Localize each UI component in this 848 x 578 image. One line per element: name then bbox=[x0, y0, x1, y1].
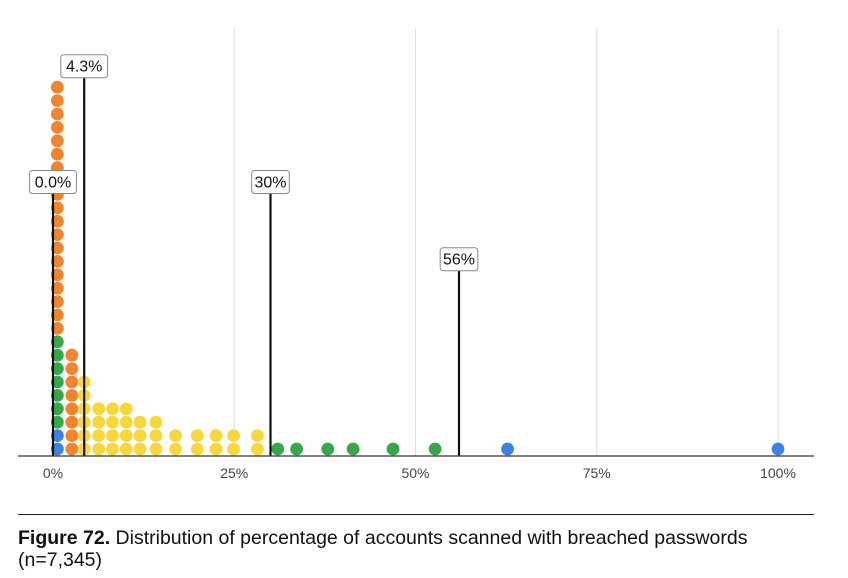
data-dot bbox=[92, 429, 106, 442]
annotation-label-text: 0.0% bbox=[35, 175, 71, 192]
data-dot bbox=[50, 295, 64, 308]
data-dot bbox=[251, 442, 264, 456]
data-dot bbox=[50, 134, 64, 148]
data-dot bbox=[169, 429, 182, 442]
data-dot bbox=[251, 429, 264, 442]
annotation-label: 56% bbox=[439, 247, 479, 272]
x-axis-tick-labels: 0% 25% 50% 75% 100% bbox=[43, 465, 796, 481]
x-tick-label: 50% bbox=[401, 465, 429, 481]
annotation-label: 30% bbox=[251, 170, 290, 195]
annotation-label-box bbox=[60, 54, 109, 79]
data-dot bbox=[50, 268, 64, 282]
annotation-label-text: 4.3% bbox=[66, 59, 102, 76]
data-dot bbox=[106, 415, 119, 429]
data-dot bbox=[321, 442, 335, 456]
data-dot bbox=[190, 429, 204, 442]
data-dot bbox=[119, 429, 133, 442]
data-dot bbox=[190, 442, 204, 456]
data-dot bbox=[106, 429, 119, 442]
figure-caption: Figure 72. Distribution of percentage of… bbox=[18, 527, 828, 571]
gridlines bbox=[233, 28, 779, 456]
dot-distribution-chart: 0% 25% 50% 75% 100% 0.0% 4.3% 30% 56% bbox=[18, 28, 814, 481]
annotation-label-box bbox=[251, 170, 290, 195]
data-dot bbox=[50, 94, 64, 107]
data-dot bbox=[227, 442, 240, 456]
data-dot bbox=[65, 402, 79, 416]
caption-text: Distribution of percentage of accounts s… bbox=[18, 527, 748, 571]
annotation-labels: 0.0% 4.3% 30% 56% bbox=[29, 54, 479, 272]
x-tick-label: 100% bbox=[760, 465, 796, 481]
data-dot bbox=[119, 442, 133, 456]
data-dot bbox=[271, 442, 285, 456]
data-dots bbox=[50, 80, 785, 456]
data-dot bbox=[209, 442, 223, 456]
data-dot bbox=[149, 415, 163, 429]
data-dot bbox=[106, 442, 119, 456]
data-dot bbox=[65, 415, 79, 429]
data-dot bbox=[50, 214, 64, 228]
data-dot bbox=[106, 402, 119, 416]
data-dot bbox=[50, 429, 64, 442]
data-dot bbox=[133, 429, 147, 442]
data-dot bbox=[209, 429, 223, 442]
data-dot bbox=[428, 442, 442, 456]
data-dot bbox=[149, 429, 163, 442]
data-dot bbox=[133, 415, 147, 429]
data-dot bbox=[50, 121, 64, 134]
annotation-label: 0.0% bbox=[29, 170, 77, 195]
data-dot bbox=[50, 201, 64, 215]
data-dot bbox=[50, 335, 64, 349]
data-dot bbox=[92, 415, 106, 429]
data-dot bbox=[50, 241, 64, 255]
x-tick-label: 75% bbox=[583, 465, 611, 481]
annotation-label-box bbox=[29, 170, 77, 195]
data-dot bbox=[501, 442, 514, 456]
data-dot bbox=[346, 442, 360, 456]
annotation-label-text: 30% bbox=[254, 175, 286, 192]
data-dot bbox=[227, 429, 240, 442]
data-dot bbox=[50, 389, 64, 402]
data-dot bbox=[50, 442, 64, 456]
data-dot bbox=[771, 442, 785, 456]
data-dot bbox=[65, 429, 79, 442]
data-dot bbox=[50, 362, 64, 375]
data-dot bbox=[92, 402, 106, 416]
data-dot bbox=[50, 147, 64, 161]
annotation-label: 4.3% bbox=[60, 54, 109, 79]
annotation-label-box bbox=[439, 247, 479, 272]
annotation-label-text: 56% bbox=[443, 252, 475, 269]
data-dot bbox=[149, 442, 163, 456]
data-dot bbox=[50, 255, 64, 268]
data-dot bbox=[290, 442, 303, 456]
x-tick-label: 0% bbox=[43, 465, 63, 481]
figure-label: Figure 72. bbox=[18, 527, 111, 549]
data-dot bbox=[50, 415, 64, 429]
data-dot bbox=[169, 442, 182, 456]
data-dot bbox=[50, 375, 64, 389]
data-dot bbox=[65, 348, 79, 362]
data-dot bbox=[50, 322, 64, 335]
data-dot bbox=[50, 228, 64, 242]
data-dot bbox=[50, 80, 64, 94]
data-dot bbox=[50, 308, 64, 322]
data-dot bbox=[50, 281, 64, 295]
data-dot bbox=[92, 442, 106, 456]
data-dot bbox=[386, 442, 400, 456]
x-tick-label: 25% bbox=[220, 465, 248, 481]
data-dot bbox=[119, 402, 133, 416]
data-dot bbox=[65, 389, 79, 402]
data-dot bbox=[65, 442, 79, 456]
data-dot bbox=[65, 375, 79, 389]
data-dot bbox=[65, 362, 79, 375]
data-dot bbox=[50, 107, 64, 121]
data-dot bbox=[50, 348, 64, 362]
annotation-lines bbox=[51, 77, 461, 456]
data-dot bbox=[133, 442, 147, 456]
data-dot bbox=[50, 402, 64, 416]
data-dot bbox=[119, 415, 133, 429]
caption-divider bbox=[18, 514, 814, 515]
